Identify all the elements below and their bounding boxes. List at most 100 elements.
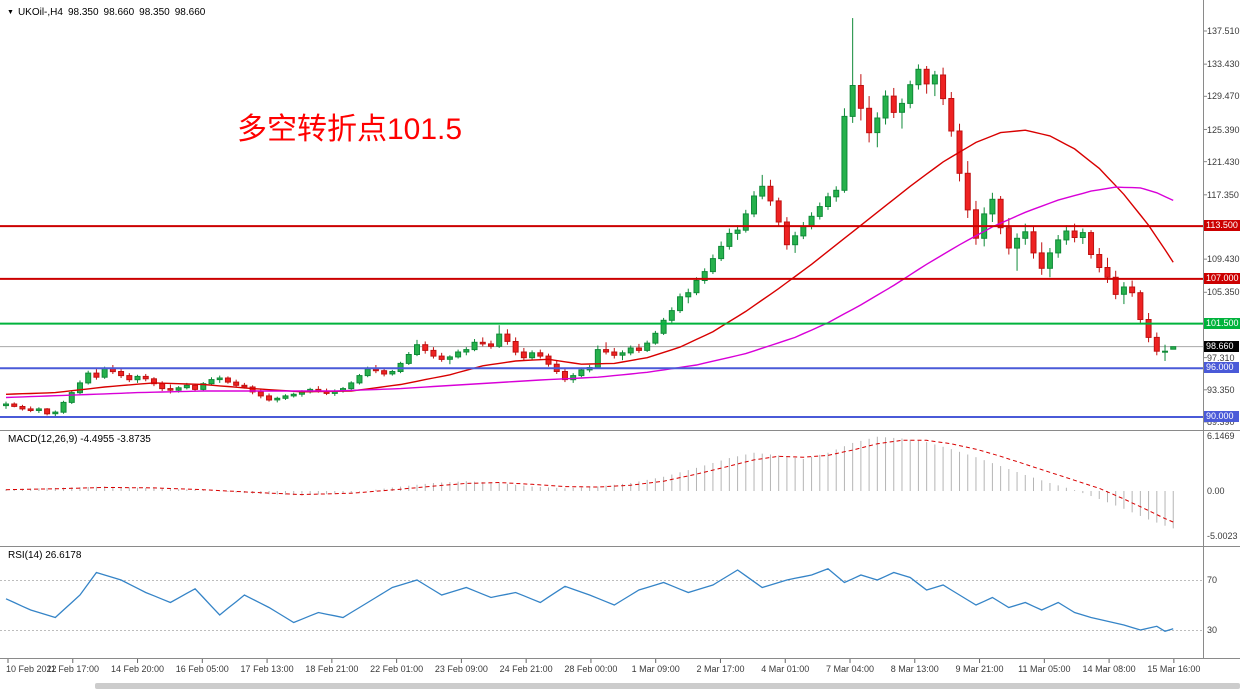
candle-body [44, 408, 51, 415]
rsi-line [5, 568, 1174, 633]
price-axis[interactable]: 137.510 133.430 129.470 125.390 121.430 117.3… [1204, 0, 1240, 683]
candle-body [142, 375, 149, 380]
time-axis-label: 15 Mar 16:00 [1147, 664, 1201, 674]
candle-body [529, 352, 536, 359]
quick-trade-collapse-icon[interactable]: ▼ [7, 8, 14, 16]
candle-body [841, 115, 848, 191]
candle-body [677, 296, 684, 312]
candle-body [208, 379, 215, 385]
candle-body [1170, 346, 1177, 350]
candle-body [438, 355, 445, 360]
candle-body [603, 349, 610, 353]
price-axis-label: 93.350 [1207, 384, 1235, 395]
time-axis-label: 14 Feb 20:00 [111, 664, 165, 674]
candle-body [759, 185, 766, 197]
time-axis-label: 16 Feb 05:00 [175, 664, 229, 674]
symbol-info-bar: ▼ UKOil-,H4 98.350 98.660 98.350 98.660 [7, 7, 205, 18]
rsi-axis-label: 30 [1207, 625, 1218, 635]
symbol-timeframe-label: UKOil-,H4 [17, 7, 63, 18]
candle-body [644, 342, 651, 351]
macd-axis-label: 0.00 [1207, 486, 1225, 496]
candle-body [52, 411, 59, 415]
price-axis-label: 97.310 [1207, 352, 1235, 363]
candle-body [192, 384, 199, 390]
price-level-badge: 107.000 [1204, 272, 1240, 284]
candle-body [1038, 252, 1045, 269]
price-level-badge: 113.500 [1204, 220, 1240, 232]
chart-annotation-text: 多空转折点101.5 [237, 113, 463, 146]
candle-body [471, 341, 478, 351]
price-axis-label: 129.470 [1207, 91, 1240, 102]
candle-body [68, 392, 75, 403]
time-axis-label: 10 Feb 2022 [6, 664, 57, 674]
candle-body [512, 341, 519, 353]
candle-body [816, 206, 823, 217]
candle-body [1046, 252, 1053, 269]
price-axis-label: 137.510 [1207, 26, 1240, 36]
candle-body [866, 107, 873, 134]
candle-body [1055, 239, 1062, 254]
time-axis-label: 2 Mar 17:00 [696, 664, 745, 674]
candle-body [183, 384, 190, 389]
candle-body [718, 245, 725, 260]
candle-body [150, 378, 157, 385]
macd-axis-label: 6.1469 [1207, 431, 1235, 442]
price-level-badge: 101.500 [1204, 317, 1240, 329]
candle-body [118, 371, 125, 377]
horizontal-scrollbar[interactable] [95, 683, 1240, 689]
candle-body [266, 395, 273, 401]
candle-body [685, 292, 692, 298]
candle-body [520, 351, 527, 359]
candle-body [923, 68, 930, 85]
candle-body [1022, 231, 1029, 239]
candle-body [742, 213, 749, 231]
candle-body [504, 333, 511, 342]
candle-body [652, 332, 659, 344]
macd-label: MACD(12,26,9) -4.4955 -3.8735 [8, 434, 151, 445]
candle-body [668, 310, 675, 321]
candle-body [767, 185, 774, 202]
candle-body [627, 347, 634, 354]
ohlc-high: 98.660 [103, 7, 135, 18]
candle-body [224, 377, 231, 383]
candle-body [989, 198, 996, 215]
price-axis-label: 121.430 [1207, 156, 1240, 167]
candle-body [446, 356, 453, 360]
candle-body [751, 195, 758, 215]
time-axis[interactable]: 10 Feb 2022 11 Feb 17:00 14 Feb 20:00 16 Fe… [0, 660, 1203, 683]
candle-body [578, 369, 585, 377]
candle-body [389, 371, 396, 375]
candle-body [364, 368, 371, 377]
time-axis-label: 9 Mar 21:00 [955, 664, 1004, 674]
candle-body [159, 383, 166, 390]
candle-body [422, 344, 429, 351]
candle-body [381, 370, 388, 375]
candle-body [1079, 232, 1086, 239]
candle-body [430, 349, 437, 357]
candle-body [874, 117, 881, 134]
candle-body [216, 377, 223, 381]
candle-body [85, 372, 92, 384]
candle-body [1112, 276, 1119, 295]
time-axis-label: 1 Mar 09:00 [631, 664, 680, 674]
time-axis-label: 24 Feb 21:00 [499, 664, 553, 674]
candle-body [907, 84, 914, 104]
rsi-axis-label: 70 [1207, 575, 1218, 585]
price-axis-label: 133.430 [1207, 59, 1240, 70]
candle-body [27, 408, 34, 411]
time-axis-label: 22 Feb 01:00 [370, 664, 424, 674]
time-axis-label: 11 Mar 05:00 [1018, 664, 1071, 674]
ma-fast-line [5, 129, 1174, 395]
candle-body [1088, 232, 1095, 256]
candle-body [463, 349, 470, 353]
candle-body [808, 215, 815, 227]
candle-body [800, 225, 807, 237]
candle-body [356, 375, 363, 384]
candle-body [948, 98, 955, 132]
candle-body [997, 198, 1004, 229]
candle-body [372, 368, 379, 372]
candle-body [619, 352, 626, 356]
candle-body [479, 341, 486, 345]
